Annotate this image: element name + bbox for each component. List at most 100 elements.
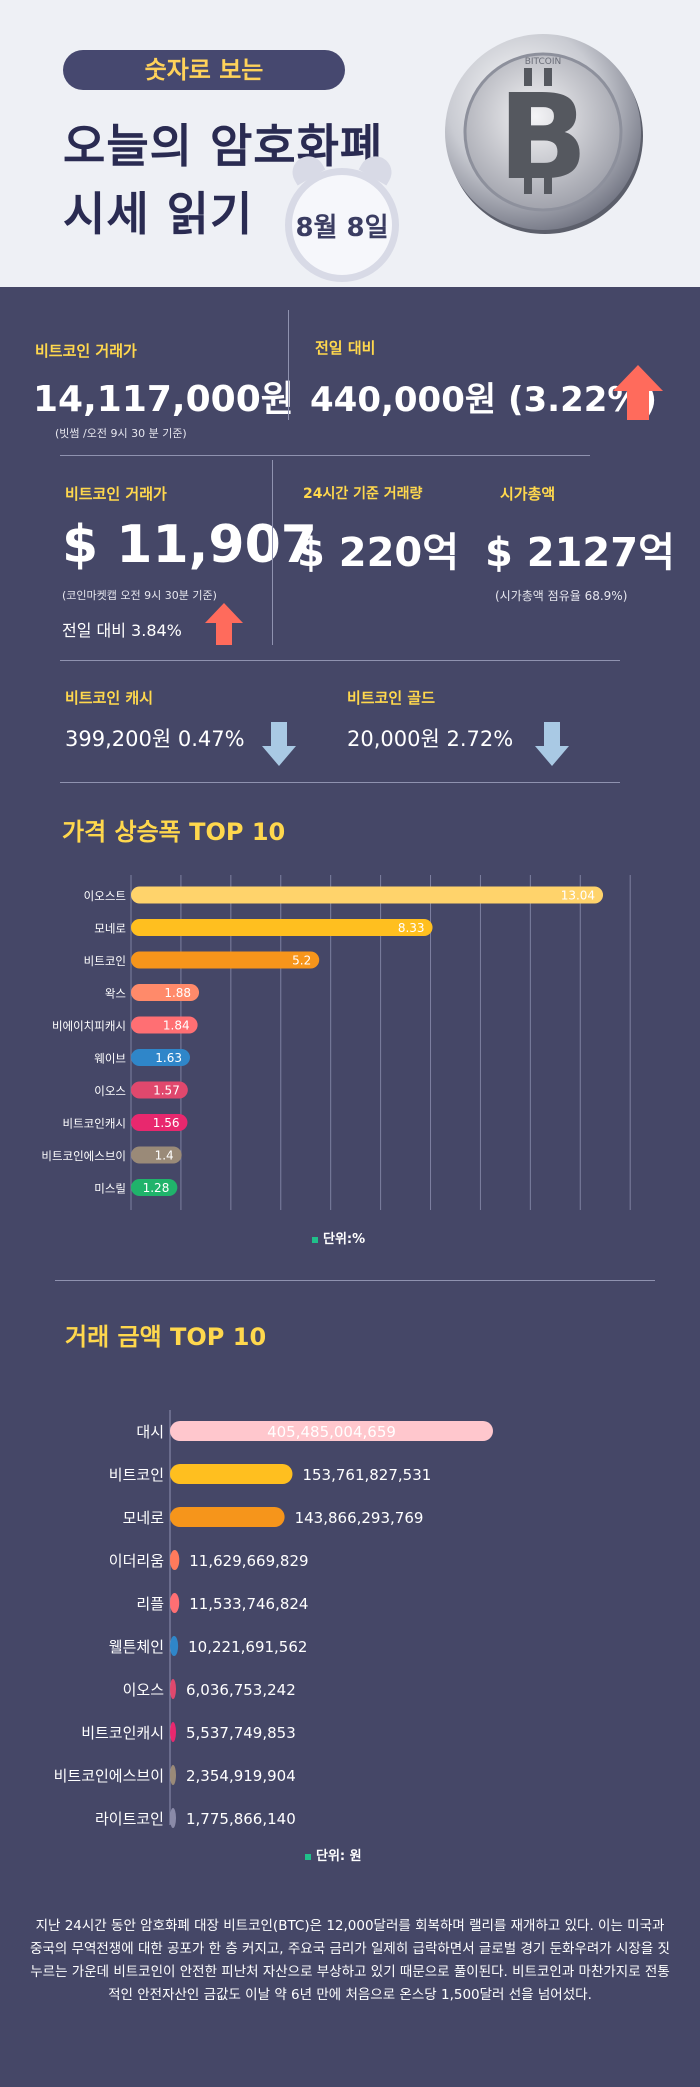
bar <box>170 1808 176 1828</box>
bar <box>131 951 320 969</box>
data-label: 1.4 <box>155 1149 174 1163</box>
category-label: 웰튼체인 <box>109 1638 164 1656</box>
data-label: 11,533,746,824 <box>189 1595 308 1613</box>
data-label: 405,485,004,659 <box>267 1423 396 1441</box>
data-label: 1.63 <box>155 1051 182 1065</box>
bar <box>131 1049 191 1066</box>
category-label: 미스릴 <box>94 1182 126 1196</box>
divider <box>60 782 620 783</box>
bar <box>170 1593 180 1613</box>
bar <box>131 1146 182 1164</box>
bar <box>170 1636 179 1656</box>
bar <box>170 1679 176 1699</box>
divider <box>60 660 620 661</box>
date-label: 8월 8일 <box>295 213 389 243</box>
data-label: 5.2 <box>292 954 311 968</box>
category-label: 라이트코인 <box>95 1810 164 1828</box>
data-label: 5,537,749,853 <box>186 1724 296 1742</box>
up-arrow-icon <box>613 365 663 420</box>
btc-cash-value: 399,200원 0.47% <box>65 727 245 751</box>
market-cap-label: 시가총액 <box>500 485 556 503</box>
btc-cash-label: 비트코인 캐시 <box>65 689 154 707</box>
bar <box>131 1114 188 1131</box>
bar <box>131 1016 198 1034</box>
up-arrow-icon <box>205 603 243 645</box>
market-cap-value: $ 2127억 <box>485 530 675 576</box>
divider <box>272 460 273 645</box>
category-label: 이더리움 <box>109 1552 164 1570</box>
header: 숫자로 보는 오늘의 암호화폐 시세 읽기 8월 8일 B <box>0 0 700 287</box>
btc-krw-price: 14,117,000원 <box>33 379 294 420</box>
bar <box>131 919 433 936</box>
btc-usd-price: $ 11,907 <box>62 515 317 575</box>
data-label: 2,354,919,904 <box>186 1767 296 1785</box>
page-title-line1: 오늘의 암호화폐 <box>63 119 384 173</box>
category-label: 비트코인 <box>109 1466 164 1484</box>
data-label: 1.57 <box>153 1084 180 1098</box>
category-label: 비트코인캐시 <box>81 1724 164 1742</box>
btc-usd-label: 비트코인 거래가 <box>65 485 167 503</box>
footer-paragraph: 지난 24시간 동안 암호화폐 대장 비트코인(BTC)은 12,000달러를 … <box>30 1918 670 2003</box>
chart2-unit: 단위: 원 <box>305 1845 362 1864</box>
volume-label: 24시간 기준 거래량 <box>303 486 423 502</box>
price-rise-chart: 이오스트 13.04 모네로 8.33 비트코인 5.2 왁스 1.88 비에이치피캐시 1.84… <box>41 875 631 1210</box>
divider <box>288 310 289 420</box>
category-label: 리플 <box>136 1595 164 1613</box>
divider <box>60 455 590 456</box>
category-label: 비에이치피캐시 <box>52 1019 126 1033</box>
data-label: 6,036,753,242 <box>186 1681 296 1699</box>
page-title-line2: 시세 읽기 <box>63 187 254 241</box>
bar <box>170 1464 293 1484</box>
category-label: 이오스 <box>94 1084 126 1098</box>
category-label: 비트코인에스브이 <box>41 1149 126 1163</box>
bar <box>131 984 200 1001</box>
btc-krw-note: (빗썸 /오전 9시 30 분 기준) <box>55 427 187 440</box>
market-cap-note: (시가총액 점유율 68.9%) <box>495 589 628 603</box>
clock-icon: 8월 8일 <box>285 150 399 282</box>
bar <box>170 1507 285 1527</box>
bar <box>131 1081 188 1099</box>
bar <box>131 886 604 904</box>
data-label: 1,775,866,140 <box>186 1810 296 1828</box>
bar <box>170 1722 176 1742</box>
bar <box>131 1179 178 1196</box>
header-pill: 숫자로 보는 <box>63 50 345 90</box>
category-label: 비트코인 <box>84 954 126 968</box>
data-label: 1.84 <box>163 1019 190 1033</box>
btc-gold-label: 비트코인 골드 <box>347 689 436 707</box>
data-label: 1.28 <box>143 1181 170 1195</box>
main-panel <box>0 287 700 2087</box>
prev-day-value: 440,000원 (3.22%) <box>310 380 658 420</box>
divider <box>55 1280 655 1281</box>
btc-usd-note: (코인마켓캡 오전 9시 30분 기준) <box>62 589 217 602</box>
svg-text:B: B <box>498 68 588 206</box>
btc-usd-change: 전일 대비 3.84% <box>62 621 182 640</box>
coin-text: BITCOIN <box>525 57 562 67</box>
bar <box>170 1765 176 1785</box>
bar <box>170 1550 180 1570</box>
data-label: 11,629,669,829 <box>189 1552 308 1570</box>
data-label: 13.04 <box>561 889 595 903</box>
data-label: 1.56 <box>153 1116 180 1130</box>
category-label: 이오스 <box>123 1681 165 1699</box>
category-label: 비트코인캐시 <box>63 1117 126 1131</box>
down-arrow-icon <box>535 722 569 766</box>
btc-krw-label: 비트코인 거래가 <box>35 342 137 360</box>
chart1-unit: 단위:% <box>312 1228 365 1247</box>
category-label: 모네로 <box>123 1509 165 1527</box>
volume-value: $ 220억 <box>297 530 460 576</box>
category-label: 대시 <box>136 1423 164 1441</box>
category-label: 웨이브 <box>94 1052 126 1066</box>
data-label: 143,866,293,769 <box>295 1509 424 1527</box>
prev-day-label: 전일 대비 <box>315 339 376 357</box>
down-arrow-icon <box>262 722 296 766</box>
trade-volume-chart: 대시 405,485,004,659 비트코인 153,761,827,531 모네로 1… <box>54 1410 493 1828</box>
data-label: 1.88 <box>164 986 191 1000</box>
bar <box>170 1421 493 1441</box>
chart2-title: 거래 금액 TOP 10 <box>65 1323 267 1351</box>
bitcoin-coin-icon: B BITCOIN <box>440 28 650 238</box>
chart1-title: 가격 상승폭 TOP 10 <box>62 818 286 846</box>
data-label: 8.33 <box>398 921 425 935</box>
btc-gold-value: 20,000원 2.72% <box>347 727 514 751</box>
data-label: 153,761,827,531 <box>302 1466 431 1484</box>
